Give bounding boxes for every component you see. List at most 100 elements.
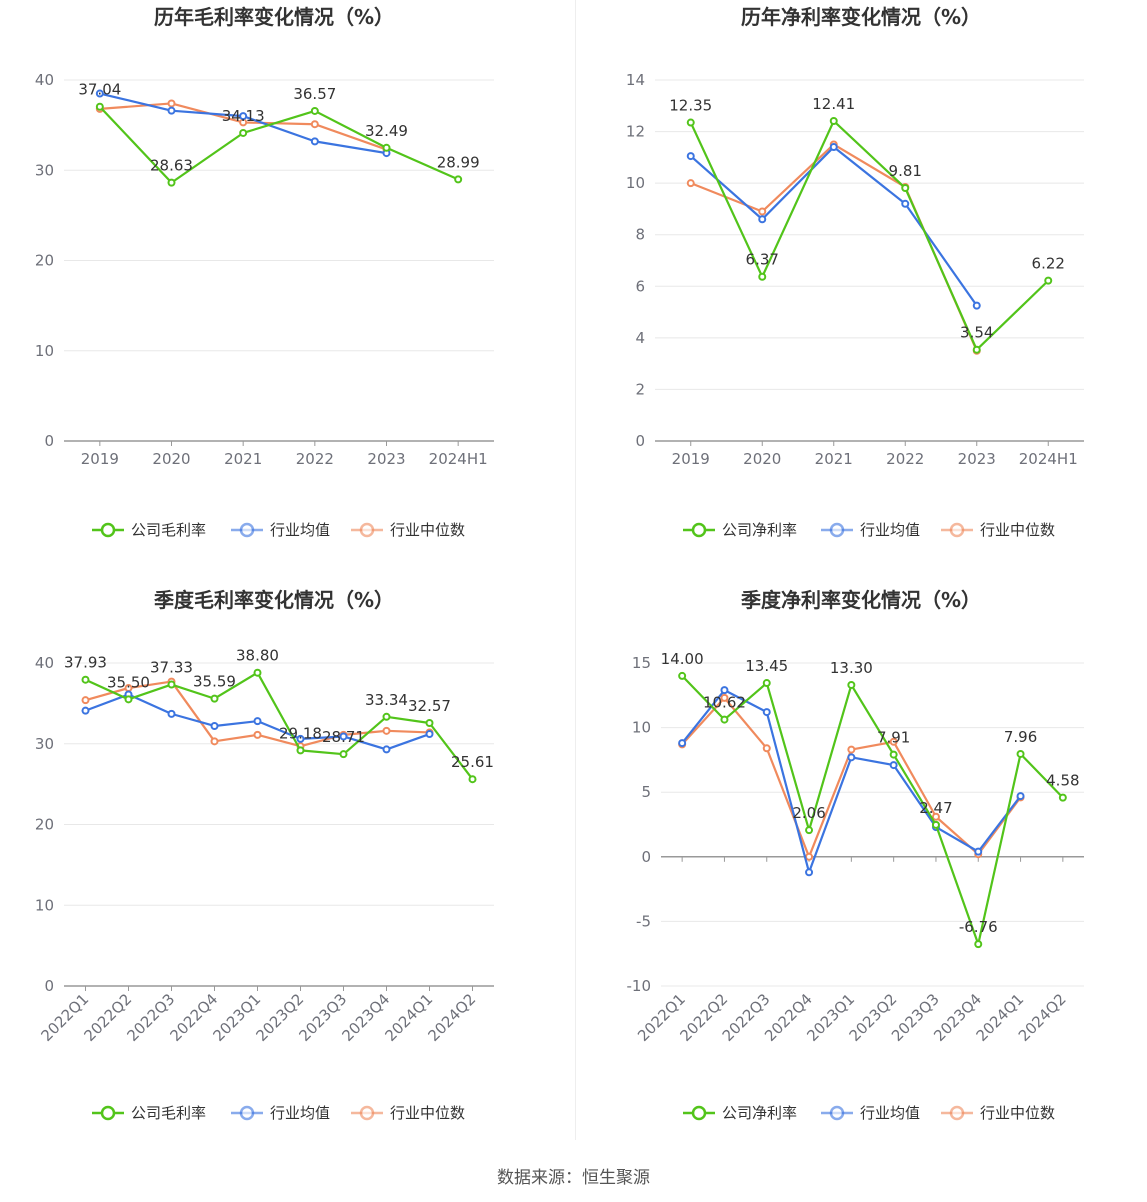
x-tick-label: 2024Q2 xyxy=(425,990,480,1045)
data-label: 28.63 xyxy=(150,157,193,175)
point-company xyxy=(805,826,814,835)
data-label: 35.59 xyxy=(193,673,236,691)
legend-label-company: 公司净利率 xyxy=(722,1104,797,1122)
y-tick-label: 30 xyxy=(35,735,54,753)
point-company xyxy=(678,671,687,680)
point-median xyxy=(210,737,219,746)
point-company xyxy=(339,750,348,759)
x-tick-label: 2019 xyxy=(672,450,710,468)
point-company xyxy=(889,750,898,759)
y-tick-label: -10 xyxy=(627,977,652,995)
chart-title: 季度净利率变化情况（%） xyxy=(740,588,981,612)
series-line-avg xyxy=(690,145,978,307)
point-median xyxy=(762,744,771,753)
legend-marker-median xyxy=(949,522,965,538)
point-avg xyxy=(95,89,104,98)
point-avg xyxy=(720,686,729,695)
point-avg xyxy=(847,753,856,762)
series-line-median xyxy=(681,696,1022,858)
point-median xyxy=(167,99,176,108)
series-line-company xyxy=(681,675,1064,946)
point-company xyxy=(425,718,434,727)
point-company xyxy=(720,715,729,724)
x-tick-label: 2023 xyxy=(367,450,405,468)
data-label: 6.22 xyxy=(1032,255,1065,273)
point-company xyxy=(253,668,262,677)
y-tick-label: 20 xyxy=(35,252,54,270)
point-median xyxy=(686,179,695,188)
legend-marker-median xyxy=(359,522,375,538)
point-avg xyxy=(829,143,838,152)
legend-label-company: 公司净利率 xyxy=(722,521,797,539)
point-avg xyxy=(239,112,248,121)
x-tick-label: 2019 xyxy=(81,450,119,468)
legend-marker-company xyxy=(691,522,707,538)
point-company xyxy=(829,116,838,125)
legend-marker-avg xyxy=(829,1105,845,1121)
chart-title: 季度毛利率变化情况（%） xyxy=(153,588,394,612)
point-avg xyxy=(167,106,176,115)
point-avg xyxy=(974,847,983,856)
y-tick-label: 0 xyxy=(44,977,54,995)
point-median xyxy=(81,696,90,705)
y-tick-label: 0 xyxy=(635,432,645,450)
legend-marker-company xyxy=(100,1105,116,1121)
data-label: 12.41 xyxy=(812,95,855,113)
y-tick-label: 40 xyxy=(35,654,54,672)
data-label: 35.50 xyxy=(107,673,150,691)
data-label: 37.93 xyxy=(64,654,107,672)
series-line-company xyxy=(99,105,459,184)
point-company xyxy=(81,675,90,684)
chart-svg-quarterly-net: 季度净利率变化情况（%）-10-50510152022Q12022Q22022Q… xyxy=(627,588,1084,1122)
x-tick-label: 2021 xyxy=(224,450,262,468)
point-avg xyxy=(762,708,771,717)
series-line-company xyxy=(689,119,1050,351)
y-tick-label: 0 xyxy=(641,848,651,866)
data-label: 28.99 xyxy=(437,153,480,171)
y-tick-label: 0 xyxy=(44,432,54,450)
point-median xyxy=(847,745,856,754)
series-line-avg xyxy=(681,689,1022,874)
y-tick-label: 15 xyxy=(632,654,651,672)
point-company xyxy=(124,695,133,704)
data-label: 6.37 xyxy=(746,251,779,269)
chart-panel-quarterly-gross: 季度毛利率变化情况（%） 0 10 20 30 40 2022Q1 2022Q2 2022Q3 2… xyxy=(0,583,574,1166)
point-avg xyxy=(382,745,391,754)
legend-marker-avg xyxy=(829,522,845,538)
point-company xyxy=(95,102,104,111)
point-median xyxy=(382,726,391,735)
y-tick-label: 10 xyxy=(35,342,54,360)
point-company xyxy=(1016,749,1025,758)
point-avg xyxy=(425,730,434,739)
x-tick-label: 2022 xyxy=(886,450,924,468)
point-company xyxy=(931,820,940,829)
data-label: 32.49 xyxy=(365,122,408,140)
point-avg xyxy=(81,706,90,715)
y-tick-label: -5 xyxy=(636,912,651,930)
legend-marker-median xyxy=(359,1105,375,1121)
point-median xyxy=(931,812,940,821)
data-label: 29.18 xyxy=(279,724,322,742)
point-avg xyxy=(339,732,348,741)
x-tick-label: 2024Q2 xyxy=(1015,990,1070,1045)
data-label: 28.71 xyxy=(322,728,365,746)
chart-panel-annual-net: 历年净利率变化情况（%） 0 2 4 6 8 10 12 14 2019 2020 2021 2022 2… xyxy=(575,0,1147,583)
data-label: 3.54 xyxy=(960,324,993,342)
data-label: 13.30 xyxy=(830,659,873,677)
point-company xyxy=(972,345,981,354)
data-label: 34.13 xyxy=(222,107,265,125)
y-tick-label: 14 xyxy=(626,71,645,89)
legend-label-median: 行业中位数 xyxy=(980,521,1055,539)
data-label: 2.06 xyxy=(792,804,825,822)
x-tick-label: 2021 xyxy=(815,450,853,468)
series-line-median xyxy=(690,143,978,352)
data-label: 4.58 xyxy=(1046,772,1079,790)
chart-svg-annual-net: 历年净利率变化情况（%） 0 2 4 6 8 10 12 14 2019 2020 2021 2022 2… xyxy=(626,5,1084,539)
y-tick-label: 10 xyxy=(632,719,651,737)
y-tick-label: 10 xyxy=(35,896,54,914)
point-avg xyxy=(805,868,814,877)
chart-title: 历年毛利率变化情况（%） xyxy=(154,5,394,29)
series-line-company xyxy=(85,671,474,780)
legend-label-avg: 行业均值 xyxy=(270,1104,330,1122)
point-median xyxy=(805,852,814,861)
